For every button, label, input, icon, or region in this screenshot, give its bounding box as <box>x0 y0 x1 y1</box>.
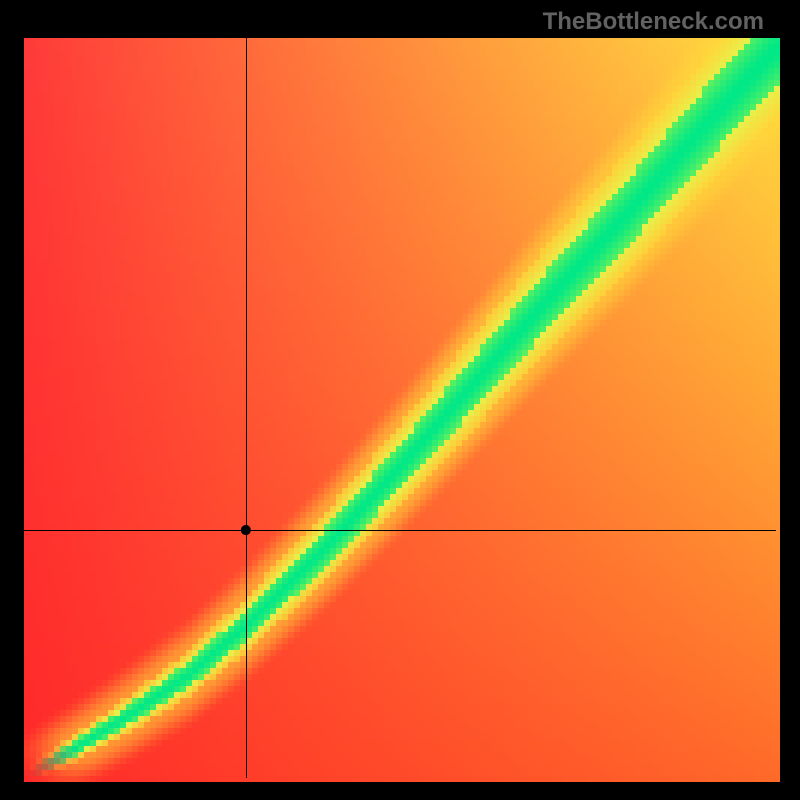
bottleneck-heatmap <box>0 0 800 800</box>
watermark-text: TheBottleneck.com <box>543 8 764 36</box>
chart-container: TheBottleneck.com <box>0 0 800 800</box>
